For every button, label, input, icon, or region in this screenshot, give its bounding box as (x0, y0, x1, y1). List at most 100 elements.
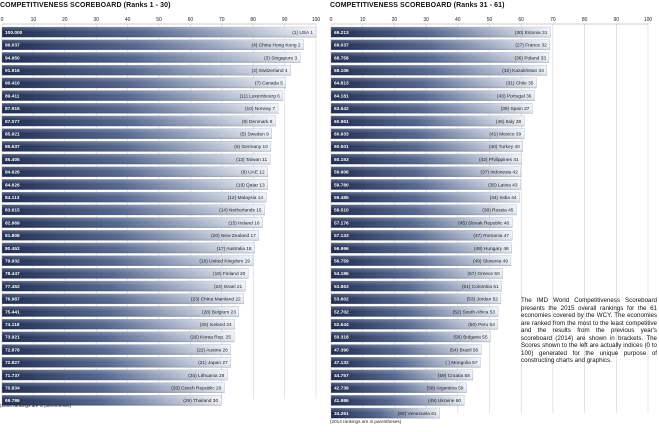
bar-shine (2, 382, 225, 393)
bar-value-label: 64.813 (334, 81, 349, 87)
bar-shine (2, 39, 304, 50)
bar-shine (331, 306, 499, 317)
bar-category-label: (29) Thailand 30 (183, 398, 218, 404)
bar-category-label: (52) South Africa 53 (453, 309, 496, 315)
x-tick-label: 30 (93, 17, 99, 23)
bar-category-label: (58) Argentina 59 (427, 386, 464, 392)
x-tick-label: 20 (62, 17, 68, 23)
bar-category-label: (33) Czech Republic 29 (171, 386, 221, 392)
bar-value-label: 81.808 (5, 233, 20, 239)
bar-value-label: 69.037 (334, 43, 349, 49)
bar-category-label: (26) Korea Rep. 25 (190, 335, 231, 341)
bar-shine (2, 204, 265, 215)
bar-category-label: (3) Singapore 3 (264, 55, 297, 61)
bar-value-label: 84.626 (5, 170, 20, 176)
bar-shine (331, 344, 482, 355)
bar-shine (331, 319, 498, 330)
bar-category-label: (14) Netherlands 15 (219, 208, 262, 214)
bar-shine (331, 179, 521, 190)
bar-shine (331, 52, 549, 63)
x-tick-label: 80 (250, 17, 256, 23)
right-footnote: (2014 rankings are in parentheses) (330, 419, 402, 424)
x-tick-label: 10 (360, 17, 366, 23)
bar-category-label: (16) United Kingdom 19 (199, 259, 250, 265)
bar-value-label: 75.441 (5, 309, 20, 315)
bar-category-label: (28) Belgium 23 (202, 309, 236, 315)
bar-value-label: 68.758 (334, 55, 349, 61)
bar-category-label: (49) Ukraine 60 (428, 398, 461, 404)
bar-shine (331, 115, 525, 127)
bar-category-label: (39) Spain 37 (501, 106, 530, 112)
bar-shine (331, 65, 547, 76)
bar-category-label: (34) Lithuania 28 (188, 373, 224, 379)
bar-value-label: 41.986 (334, 398, 349, 404)
bar-value-label: 34.261 (334, 411, 349, 417)
bar-value-label: 84.626 (5, 182, 20, 188)
x-tick-label: 20 (392, 17, 398, 23)
bar-category-label: (40) Turkey 40 (489, 144, 520, 150)
bar-value-label: 84.113 (5, 195, 20, 201)
bar-value-label: 77.452 (5, 284, 20, 290)
bar-value-label: 47.132 (334, 360, 349, 366)
x-tick-label: 70 (219, 17, 225, 23)
bar-value-label: 85.921 (5, 132, 20, 138)
bar-shine (331, 154, 522, 165)
bar-value-label: 47.390 (334, 347, 349, 353)
bar-category-label: (43) Portugal 36 (497, 93, 532, 99)
bar-category-label: (53) Jordan 52 (467, 297, 499, 303)
bar-shine (2, 141, 271, 152)
bar-category-label: (12) Malaysia 14 (228, 195, 264, 201)
bar-category-label: (8) UAE 12 (241, 170, 265, 176)
bar-shine (2, 331, 235, 342)
bar-category-label: (9) Denmark 8 (242, 119, 273, 125)
bar-shine (2, 344, 231, 355)
bar-value-label: 50.318 (334, 335, 349, 341)
chart-1: 0 10 20 30 40 50 60 70 80 90 100 100.000 (1) USA 1 96… (1, 17, 320, 406)
bar-category-label: (45) Slovak Republic 46 (458, 220, 509, 226)
chart-2: 0 10 20 30 40 50 60 70 80 90 100 69.213 (30) Estonia… (330, 17, 652, 419)
bar-category-label: (32) Kazakhstan 34 (502, 68, 544, 74)
bar-value-label: 85.405 (5, 157, 20, 163)
bar-value-label: 60.933 (334, 132, 349, 138)
x-tick-label: 30 (423, 17, 429, 23)
bar-category-label: (30) Estonia 31 (515, 30, 548, 36)
bar-shine (2, 192, 267, 203)
bar-value-label: 60.961 (334, 119, 349, 125)
bar-category-label: (6) Germany 10 (234, 144, 268, 150)
bar-shine (331, 408, 440, 419)
x-tick-label: 50 (487, 17, 493, 23)
bar-shine (2, 65, 291, 76)
bar-category-label: (25) Iceland 24 (200, 322, 232, 328)
bar-category-label: (49) Slovenia 49 (473, 259, 508, 265)
bar-value-label: 79.932 (5, 259, 20, 265)
bar-value-label: 80.452 (5, 246, 20, 252)
bar-value-label: 94.950 (5, 55, 20, 61)
bar-category-label: (44) India 44 (490, 195, 517, 201)
x-tick-label: 60 (188, 17, 194, 23)
bar-shine (2, 103, 279, 114)
bar-shine (331, 217, 513, 228)
bar-value-label: 100.000 (5, 30, 23, 36)
bar-value-label: 56.996 (334, 246, 349, 252)
x-tick-label: 80 (582, 17, 588, 23)
bar-value-label: 59.485 (334, 195, 349, 201)
bar-category-label: (15) Ireland 16 (228, 220, 260, 226)
bar-value-label: 63.542 (334, 106, 349, 112)
bar-category-label: (50) Peru 54 (468, 322, 495, 328)
bar-category-label: (13) Taiwan 11 (236, 157, 267, 163)
bar-shine (2, 357, 231, 368)
bar-value-label: 72.878 (5, 347, 20, 353)
bar-category-label: (22) Austria 26 (197, 347, 229, 353)
bar-category-label: (35) Latvia 43 (488, 182, 518, 188)
x-tick-label: 70 (550, 17, 556, 23)
bar-value-label: 59.906 (334, 170, 349, 176)
bar-shine (331, 331, 491, 342)
bar-value-label: 42.739 (334, 386, 349, 392)
bar-shine (331, 141, 523, 152)
bar-category-label: (21) Japan 27 (198, 360, 228, 366)
chart-left-title: COMPETITIVENESS SCOREBOARD (Ranks 1 - 30… (0, 2, 171, 9)
x-tick-label: 10 (31, 17, 37, 23)
bar-category-label: (36) Poland 33 (514, 55, 546, 61)
bar-value-label: 68.106 (334, 68, 349, 74)
